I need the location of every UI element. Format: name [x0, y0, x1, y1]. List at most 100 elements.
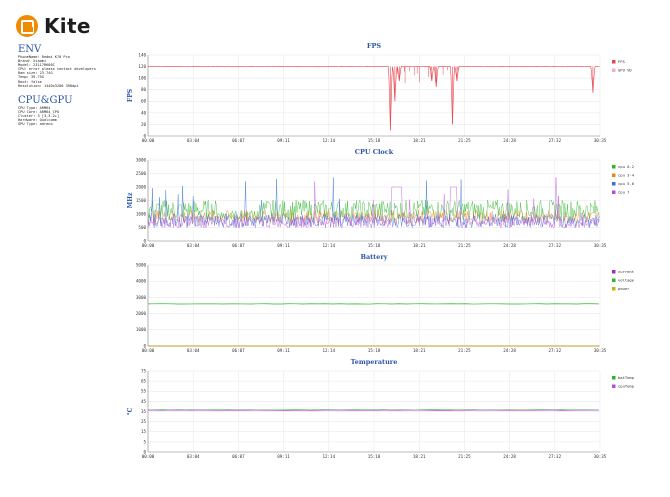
x-tick-label: 30:35 [594, 348, 607, 353]
legend-swatch [612, 270, 616, 274]
y-tick-label: 55 [141, 389, 147, 394]
fps-series-line [147, 65, 600, 131]
x-tick-label: 21:25 [458, 348, 471, 353]
x-tick-label: 15:18 [368, 454, 381, 459]
legend-swatch [612, 287, 616, 291]
x-tick-label: 24:28 [503, 138, 516, 143]
env-line: Model: 23117RK66C [18, 63, 55, 68]
x-tick-label: 30:35 [594, 138, 607, 143]
y-tick-label: 25 [141, 419, 147, 424]
legend-label: power [618, 286, 630, 291]
y-tick-label: 1000 [136, 327, 147, 332]
y-tick-label: 40 [141, 110, 147, 115]
y-tick-label: 120 [138, 64, 146, 69]
cpu-series-0-line [147, 199, 600, 222]
chart-title: CPU Clock [355, 148, 394, 156]
x-tick-label: 03:04 [187, 348, 200, 353]
x-tick-label: 27:32 [548, 138, 561, 143]
y-tick-label: 100 [138, 76, 146, 81]
legend-swatch [612, 376, 616, 380]
x-tick-label: 09:11 [277, 348, 290, 353]
y-axis-label: °C [127, 407, 134, 415]
x-tick-label: 15:18 [368, 348, 381, 353]
env-panel: ENV PhoneName: Redmi K70 Pro Brand: Xiaom… [18, 44, 128, 88]
cpugpu-line: CPU Core: ARM64_CPU [18, 110, 60, 115]
x-tick-label: 00:00 [142, 243, 155, 248]
cpugpu-line: CPU Type: ARM64 [18, 106, 51, 110]
x-tick-label: 21:25 [458, 454, 471, 459]
x-tick-label: 09:11 [277, 243, 290, 248]
y-tick-label: 65 [141, 379, 147, 384]
legend-label: cpu 7 [618, 190, 629, 195]
chart-title: FPS [367, 42, 382, 50]
legend-label: GPU VD [618, 68, 632, 73]
env-line: Brand: Xiaomi [18, 59, 47, 64]
legend-swatch [612, 182, 616, 186]
x-tick-label: 27:32 [548, 348, 561, 353]
y-tick-label: 0 [143, 238, 146, 243]
legend-swatch [612, 278, 616, 282]
env-line: Root: false [18, 79, 42, 84]
y-tick-label: 15 [141, 429, 147, 434]
x-tick-label: 03:04 [187, 243, 200, 248]
legend-label: cpu 5-6 [618, 181, 635, 186]
legend-swatch [612, 173, 616, 177]
x-tick-label: 24:28 [503, 348, 516, 353]
env-line: Ram size: 23.74G [18, 71, 53, 76]
env-line: PhoneName: Redmi K70 Pro [18, 55, 70, 59]
chart-title: Battery [360, 253, 387, 261]
y-tick-label: 4000 [136, 279, 147, 284]
x-tick-label: 27:32 [548, 243, 561, 248]
x-tick-label: 09:11 [277, 138, 290, 143]
x-tick-label: 30:35 [594, 454, 607, 459]
y-axis-label: FPS [127, 89, 134, 102]
cpugpu-lines: CPU Type: ARM64 CPU Core: ARM64_CPU Cluste… [18, 106, 128, 126]
x-tick-label: 18:21 [413, 243, 426, 248]
x-tick-label: 00:00 [142, 138, 155, 143]
kite-logo-icon [16, 15, 38, 37]
x-tick-label: 24:28 [503, 243, 516, 248]
x-tick-label: 00:00 [142, 454, 155, 459]
y-tick-label: 500 [138, 225, 146, 230]
y-tick-label: 140 [138, 52, 146, 57]
x-tick-label: 27:32 [548, 454, 561, 459]
y-tick-label: 5 [143, 439, 146, 444]
x-tick-label: 03:04 [187, 454, 200, 459]
env-line: Resolution: 1440x3200 390dpi [18, 83, 79, 88]
y-tick-label: 3000 [136, 157, 147, 162]
y-tick-label: 35 [141, 409, 147, 414]
x-tick-label: 03:04 [187, 138, 200, 143]
y-tick-label: 2000 [136, 311, 147, 316]
x-tick-label: 18:21 [413, 454, 426, 459]
x-tick-label: 12:14 [322, 243, 335, 248]
cpu-series-2-line [147, 177, 600, 229]
y-tick-label: 1500 [136, 198, 147, 203]
y-tick-label: 80 [141, 87, 147, 92]
x-tick-label: 15:18 [368, 138, 381, 143]
cpugpu-line: GPU Type: adreno [18, 122, 53, 127]
x-tick-label: 21:25 [458, 138, 471, 143]
y-tick-label: 0 [143, 133, 146, 138]
legend-label: voltage [618, 278, 635, 283]
y-tick-label: 75 [141, 368, 147, 373]
x-tick-label: 21:25 [458, 243, 471, 248]
x-tick-label: 06:07 [232, 243, 245, 248]
legend-label: FPS [618, 59, 626, 64]
kite-logo: Kite [16, 14, 91, 38]
x-tick-label: 00:00 [142, 348, 155, 353]
legend-swatch [612, 190, 616, 194]
x-tick-label: 06:07 [232, 138, 245, 143]
cpugpu-panel: CPU&GPU CPU Type: ARM64 CPU Core: ARM64_C… [18, 95, 128, 126]
env-heading: ENV [18, 44, 42, 55]
y-tick-label: 1000 [136, 211, 147, 216]
legend-swatch [612, 165, 616, 169]
y-tick-label: 0 [143, 343, 146, 348]
x-tick-label: 24:28 [503, 454, 516, 459]
env-line: CPU: error please contact developers [18, 67, 96, 72]
x-tick-label: 12:14 [322, 454, 335, 459]
legend-label: cpu 3-4 [618, 173, 635, 178]
x-tick-label: 12:14 [322, 348, 335, 353]
legend-label: cpu 0-2 [618, 164, 634, 169]
legend-label: batTemp [618, 375, 635, 380]
